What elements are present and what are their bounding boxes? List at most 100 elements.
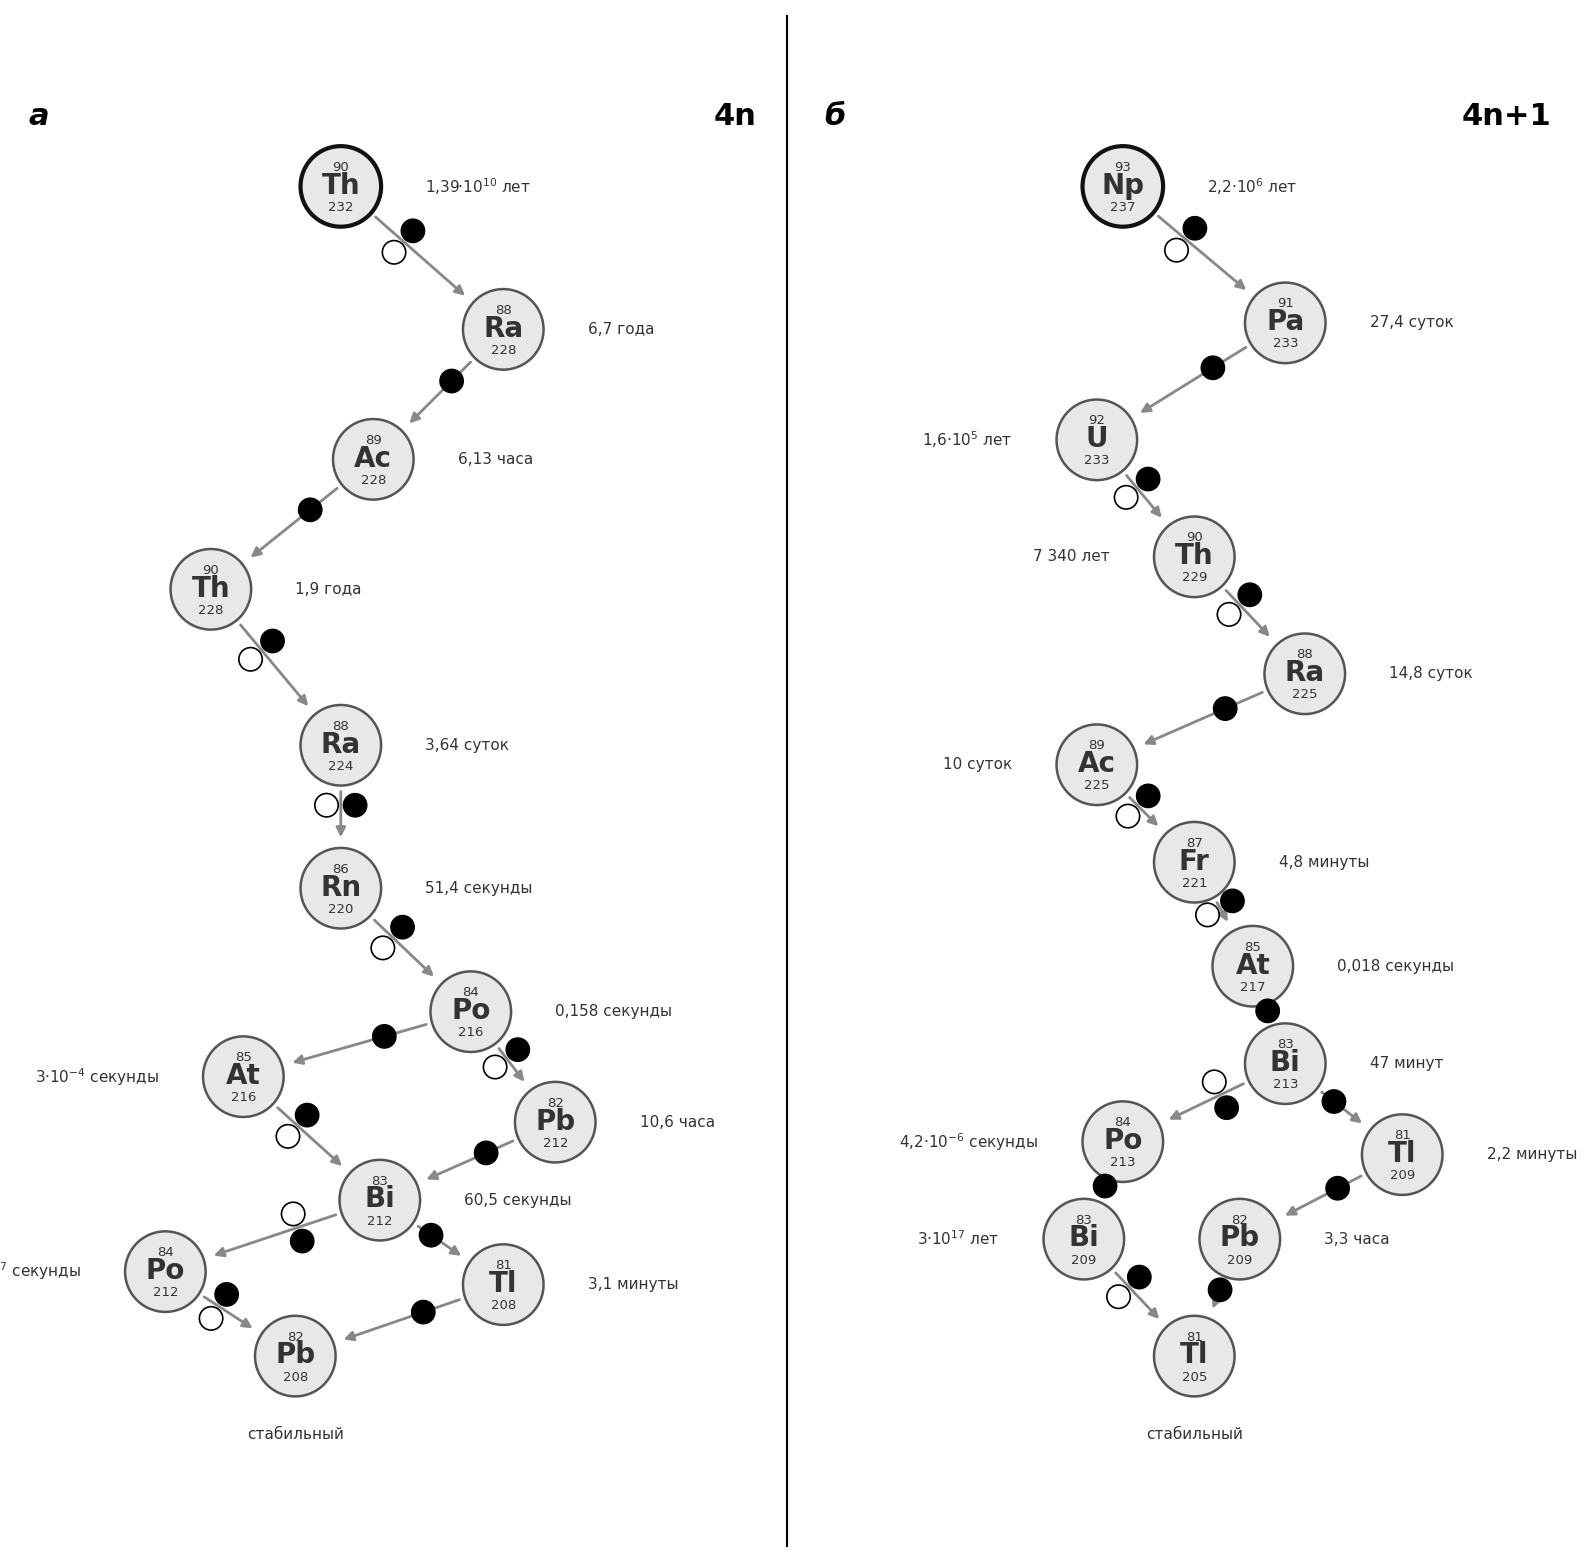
Text: Np: Np: [1102, 172, 1145, 200]
Text: 89: 89: [366, 434, 382, 447]
Circle shape: [1056, 725, 1137, 804]
Text: Rn: Rn: [320, 873, 361, 901]
Text: 6,13 часа: 6,13 часа: [458, 451, 533, 467]
Circle shape: [515, 1082, 596, 1162]
Text: 7 340 лет: 7 340 лет: [1034, 550, 1110, 564]
Circle shape: [1221, 889, 1243, 912]
Circle shape: [1115, 486, 1138, 509]
Text: 205: 205: [1181, 1370, 1207, 1384]
Circle shape: [301, 147, 382, 226]
Circle shape: [474, 1142, 498, 1165]
Text: 4,8 минуты: 4,8 минуты: [1278, 854, 1369, 870]
Circle shape: [1196, 903, 1220, 926]
Text: Tl: Tl: [490, 1270, 517, 1298]
Circle shape: [1323, 1090, 1345, 1114]
Circle shape: [1116, 804, 1140, 828]
Circle shape: [254, 1315, 335, 1396]
Text: 60,5 секунды: 60,5 секунды: [464, 1193, 572, 1207]
Text: 228: 228: [491, 344, 517, 356]
Text: 208: 208: [491, 1300, 515, 1312]
Text: 212: 212: [153, 1286, 178, 1300]
Circle shape: [126, 1231, 205, 1312]
Text: 233: 233: [1084, 455, 1110, 467]
Text: 237: 237: [1110, 201, 1135, 214]
Text: 216: 216: [231, 1092, 256, 1104]
Circle shape: [401, 219, 425, 242]
Circle shape: [1137, 784, 1159, 808]
Text: Ra: Ra: [1285, 659, 1324, 687]
Text: 229: 229: [1181, 572, 1207, 584]
Circle shape: [370, 936, 394, 959]
Circle shape: [343, 793, 367, 817]
Text: 225: 225: [1293, 689, 1318, 701]
Circle shape: [291, 1229, 313, 1253]
Text: 91: 91: [1277, 297, 1294, 311]
Circle shape: [1213, 697, 1237, 720]
Text: 209: 209: [1390, 1168, 1415, 1182]
Text: 82: 82: [1231, 1214, 1248, 1226]
Circle shape: [506, 1039, 529, 1061]
Circle shape: [483, 1056, 507, 1079]
Circle shape: [412, 1301, 436, 1325]
Text: 3·10$^{17}$ лет: 3·10$^{17}$ лет: [917, 1229, 1000, 1248]
Circle shape: [1107, 1286, 1130, 1309]
Text: Ac: Ac: [355, 445, 393, 473]
Circle shape: [238, 648, 262, 672]
Circle shape: [431, 972, 510, 1051]
Circle shape: [391, 915, 415, 939]
Text: Po: Po: [146, 1257, 184, 1286]
Circle shape: [1256, 1000, 1280, 1023]
Text: 6,7 года: 6,7 года: [588, 322, 653, 337]
Text: 212: 212: [542, 1137, 568, 1150]
Text: Pb: Pb: [536, 1107, 576, 1136]
Text: 213: 213: [1110, 1156, 1135, 1168]
Text: 47 минут: 47 минут: [1369, 1056, 1444, 1072]
Circle shape: [440, 369, 463, 392]
Text: 93: 93: [1115, 161, 1130, 173]
Circle shape: [301, 848, 382, 928]
Text: 212: 212: [367, 1215, 393, 1228]
Text: 4,2·10$^{-6}$ секунды: 4,2·10$^{-6}$ секунды: [900, 1131, 1038, 1153]
Text: 27,4 суток: 27,4 суток: [1369, 316, 1453, 331]
Circle shape: [299, 498, 321, 522]
Text: Pb: Pb: [275, 1342, 315, 1370]
Circle shape: [1200, 356, 1224, 380]
Text: 92: 92: [1089, 414, 1105, 428]
Circle shape: [1127, 1265, 1151, 1289]
Circle shape: [296, 1103, 320, 1126]
Circle shape: [1083, 147, 1164, 226]
Circle shape: [1137, 467, 1159, 490]
Text: 0,158 секунды: 0,158 секунды: [555, 1004, 673, 1018]
Text: 221: 221: [1181, 876, 1207, 890]
Circle shape: [277, 1125, 299, 1148]
Circle shape: [372, 1025, 396, 1048]
Circle shape: [1165, 239, 1188, 262]
Text: Po: Po: [1103, 1128, 1143, 1154]
Text: 10,6 часа: 10,6 часа: [639, 1115, 716, 1129]
Text: 90: 90: [1186, 531, 1202, 545]
Text: 14,8 суток: 14,8 суток: [1390, 667, 1472, 681]
Text: Po: Po: [452, 997, 490, 1025]
Text: Fr: Fr: [1178, 848, 1210, 876]
Circle shape: [199, 1307, 223, 1331]
Text: 3,64 суток: 3,64 суток: [425, 737, 509, 753]
Text: Ra: Ra: [483, 314, 523, 342]
Text: 85: 85: [235, 1051, 251, 1064]
Text: 81: 81: [494, 1259, 512, 1271]
Text: 81: 81: [1394, 1129, 1410, 1142]
Circle shape: [1326, 1176, 1350, 1200]
Text: Ra: Ra: [321, 731, 361, 759]
Circle shape: [170, 548, 251, 629]
Text: Th: Th: [321, 172, 359, 200]
Text: 1,9 года: 1,9 года: [296, 581, 363, 597]
Circle shape: [340, 1161, 420, 1240]
Text: 84: 84: [463, 986, 479, 1000]
Text: 51,4 секунды: 51,4 секунды: [425, 881, 533, 895]
Circle shape: [315, 793, 339, 817]
Circle shape: [1208, 1278, 1232, 1301]
Text: 1,39·10$^{10}$ лет: 1,39·10$^{10}$ лет: [425, 177, 531, 197]
Text: 209: 209: [1227, 1254, 1253, 1267]
Text: Bi: Bi: [1270, 1050, 1301, 1078]
Text: 85: 85: [1245, 940, 1261, 954]
Text: At: At: [226, 1062, 261, 1090]
